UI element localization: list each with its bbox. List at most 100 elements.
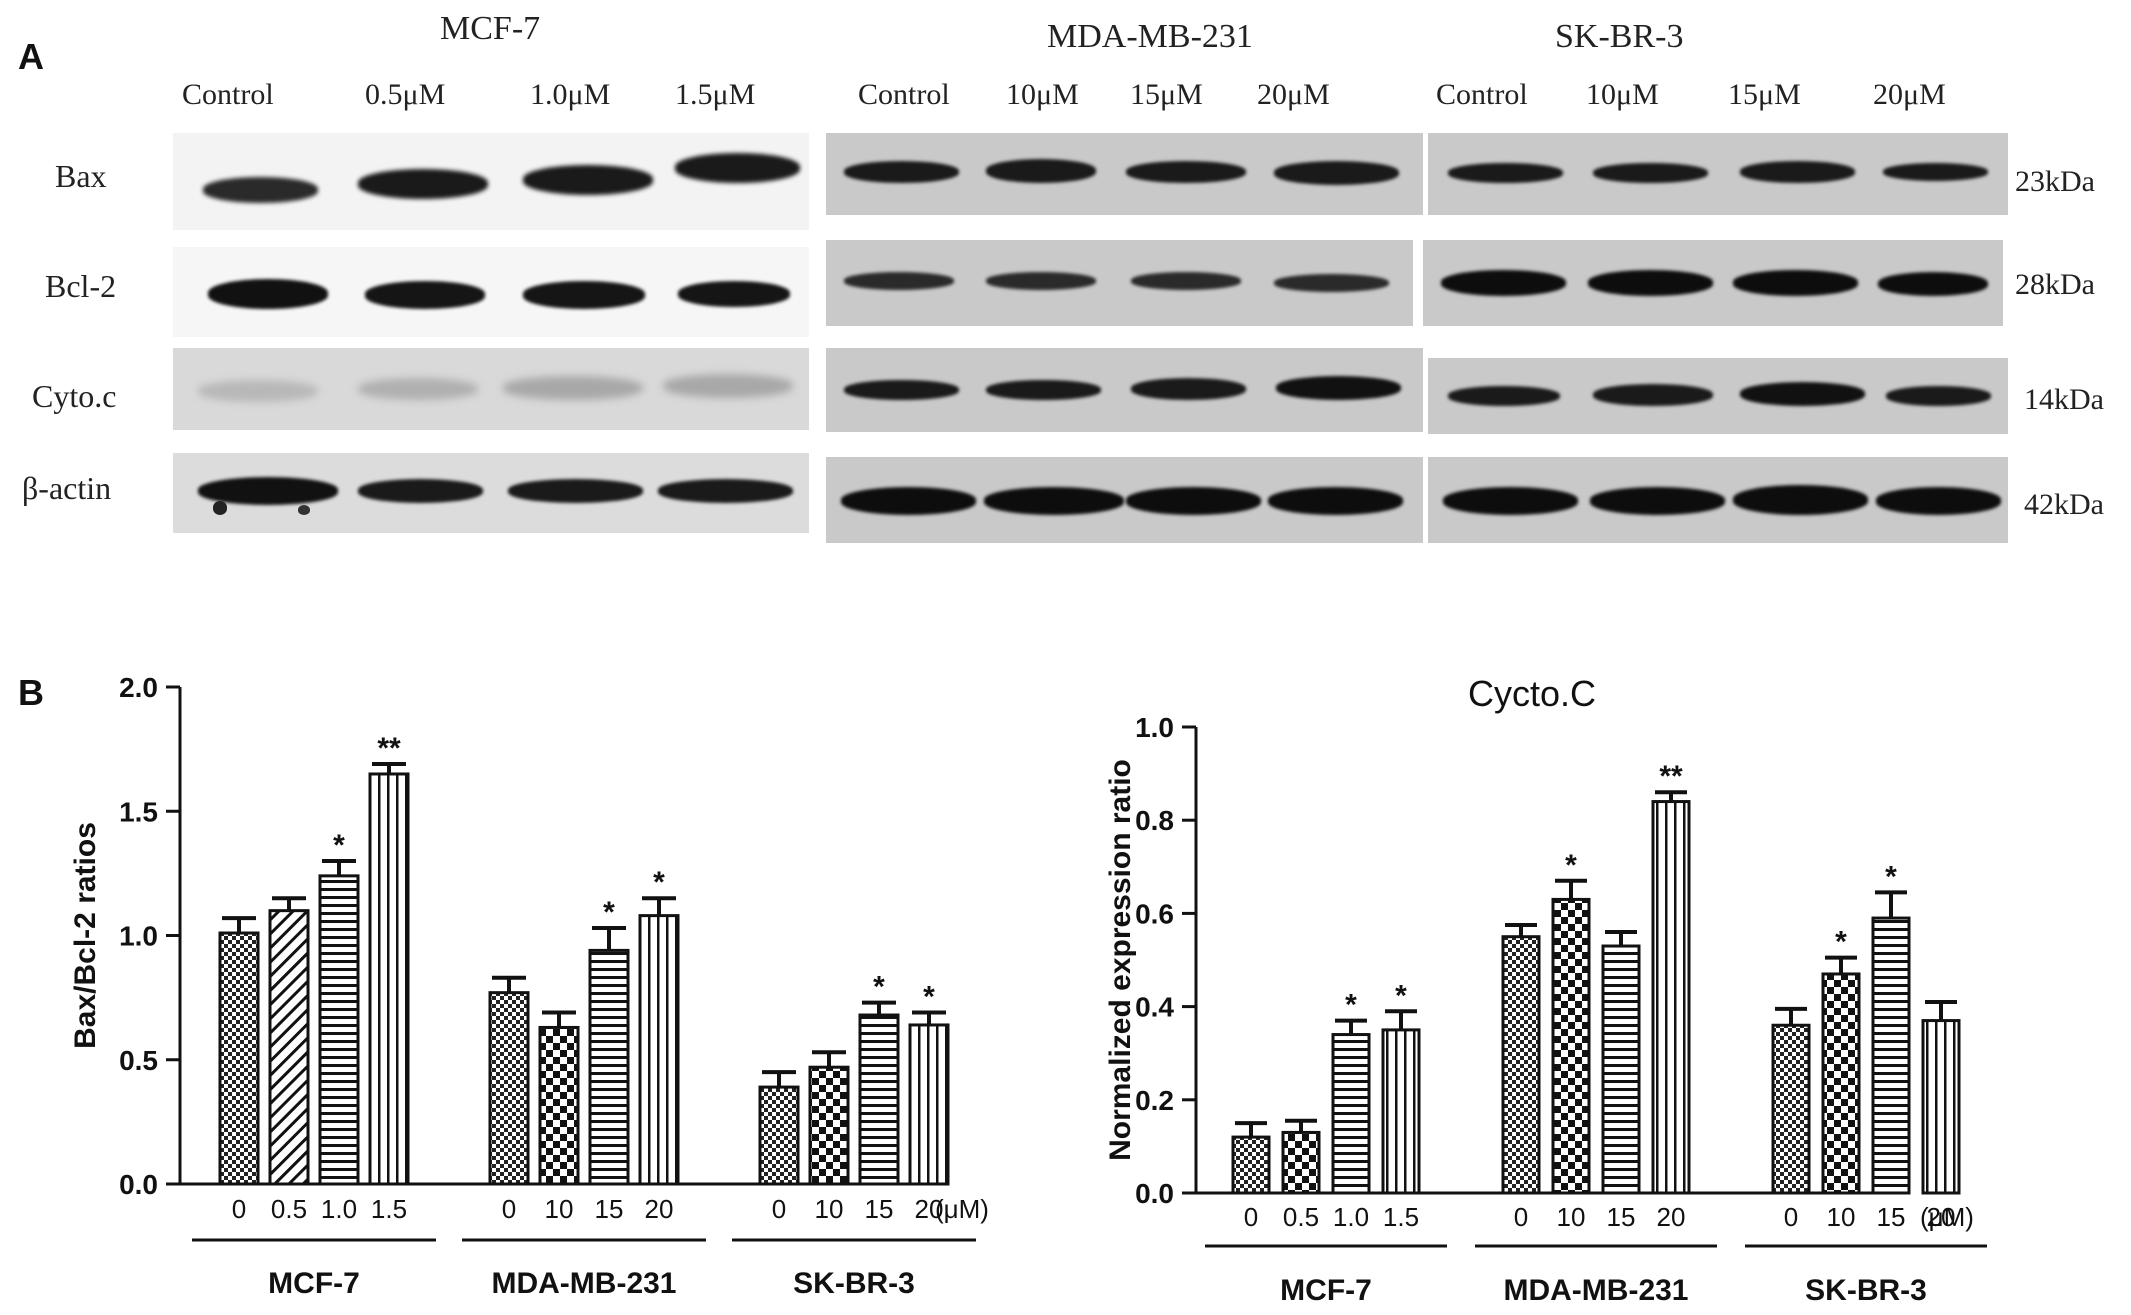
size-label-23kda: 23kDa: [2015, 165, 2095, 198]
x-tick-label: 0: [1244, 1202, 1258, 1232]
x-tick-label: 0: [772, 1194, 786, 1224]
lane-label: 10μM: [1006, 78, 1079, 111]
x-tick-label: 1.0: [1333, 1202, 1369, 1232]
cell-line-title-skbr3: SK-BR-3: [1555, 18, 1684, 55]
bar: [758, 1085, 800, 1186]
x-tick-label: 15: [1607, 1202, 1636, 1232]
unit-label: (μM): [935, 1194, 989, 1224]
bar: [1281, 1130, 1321, 1195]
y-axis-label: Normalized expression ratio: [1104, 759, 1137, 1161]
bar: [1601, 944, 1641, 1195]
significance-mark: *: [873, 971, 885, 1004]
x-tick-label: 0: [232, 1194, 246, 1224]
group-label: SK-BR-3: [1805, 1274, 1927, 1307]
size-label-42kda: 42kDa: [2024, 488, 2104, 521]
y-tick-label: 0.5: [119, 1045, 158, 1076]
y-tick-label: 0.8: [1135, 805, 1174, 836]
y-tick-label: 0.0: [1135, 1178, 1174, 1209]
bar: [1381, 1028, 1421, 1195]
bar: [1501, 935, 1541, 1195]
chart-cytoc: 0.0 0.2 0.4 0.6 0.8 1.0 Normalized expression …: [1104, 673, 1987, 1307]
group-label: SK-BR-3: [793, 1267, 915, 1300]
lane-label: 15μM: [1728, 78, 1801, 111]
blot-skbr3-bcl2: [1423, 240, 2003, 326]
bar: [268, 909, 310, 1186]
bar: [1651, 800, 1691, 1195]
bar: [1821, 972, 1861, 1195]
group-label: MCF-7: [1280, 1274, 1372, 1307]
x-tick-label: 1.0: [321, 1194, 357, 1224]
x-tick-label: 0: [1514, 1202, 1528, 1232]
lane-label: 1.0μM: [530, 78, 611, 111]
blot-mcf7-cytoc: [173, 348, 809, 430]
x-tick-label: 10: [815, 1194, 844, 1224]
lane-label: Control: [182, 78, 274, 111]
significance-mark: *: [603, 896, 615, 929]
bar: [1331, 1033, 1371, 1195]
blot-mdamb231-cytoc: [826, 348, 1423, 432]
group-label: MCF-7: [268, 1267, 360, 1300]
bar: [488, 991, 530, 1186]
bar: [1551, 897, 1591, 1195]
bar: [1921, 1019, 1961, 1195]
blot-mdamb231-bax: [826, 133, 1423, 215]
y-tick-label: 0.0: [119, 1169, 158, 1200]
x-tick-label: 0: [1784, 1202, 1798, 1232]
protein-label-bcl2: Bcl-2: [45, 268, 117, 304]
blot-mdamb231-bcl2: [826, 240, 1413, 326]
y-tick-label: 0.4: [1135, 992, 1174, 1023]
bar: [538, 1025, 580, 1186]
significance-mark: **: [377, 732, 401, 765]
bar: [368, 772, 410, 1186]
lane-label: 20μM: [1257, 78, 1330, 111]
significance-mark: *: [1835, 926, 1847, 959]
bar: [808, 1065, 850, 1186]
x-tick-label: 10: [1827, 1202, 1856, 1232]
chart-bax-bcl2: 0.0 0.5 1.0 1.5 2.0 Bax/Bcl-2 ratios 0 0.5 * 1.0 *…: [69, 672, 989, 1300]
bar: [638, 914, 680, 1186]
bar: [1771, 1023, 1811, 1195]
y-axis-label: Bax/Bcl-2 ratios: [69, 822, 102, 1049]
lane-label: Control: [1436, 78, 1528, 111]
bar: [218, 931, 260, 1186]
cell-line-title-mcf7: MCF-7: [440, 10, 541, 47]
x-tick-label: 10: [545, 1194, 574, 1224]
x-tick-label: 1.5: [1383, 1202, 1419, 1232]
x-tick-label: 20: [645, 1194, 674, 1224]
significance-mark: *: [1565, 849, 1577, 882]
y-tick-label: 2.0: [119, 672, 158, 703]
significance-mark: **: [1659, 760, 1683, 793]
x-tick-label: 20: [1927, 1202, 1956, 1232]
bar: [1231, 1135, 1271, 1195]
lane-label: 1.5μM: [675, 78, 756, 111]
bar: [858, 1013, 900, 1186]
significance-mark: *: [923, 981, 935, 1014]
x-tick-label: 10: [1557, 1202, 1586, 1232]
significance-mark: *: [333, 829, 345, 862]
significance-mark: *: [1885, 860, 1897, 893]
panel-a-letter: A: [18, 36, 44, 77]
bar: [318, 874, 360, 1186]
group-label: MDA-MB-231: [1503, 1274, 1688, 1307]
x-tick-label: 20: [915, 1194, 944, 1224]
lane-label: 0.5μM: [365, 78, 446, 111]
y-tick-label: 1.0: [119, 921, 158, 952]
y-tick-label: 0.2: [1135, 1085, 1174, 1116]
x-tick-label: 1.5: [371, 1194, 407, 1224]
unit-label: (μM): [1920, 1202, 1974, 1232]
blot-mdamb231-bactin: [826, 457, 1423, 543]
chart-title: Cycto.C: [1468, 673, 1596, 714]
lane-label: 10μM: [1586, 78, 1659, 111]
x-tick-label: 0.5: [1283, 1202, 1319, 1232]
significance-mark: *: [653, 866, 665, 899]
blot-skbr3-bax: [1428, 133, 2008, 215]
x-tick-label: 15: [865, 1194, 894, 1224]
significance-mark: *: [1345, 989, 1357, 1022]
blot-mcf7-bax: [173, 133, 809, 230]
blot-skbr3-cytoc: [1428, 358, 2008, 434]
x-tick-label: 0.5: [271, 1194, 307, 1224]
blot-mcf7-bcl2: [173, 247, 809, 337]
y-tick-label: 1.5: [119, 796, 158, 827]
panel-b-letter: B: [18, 672, 44, 713]
